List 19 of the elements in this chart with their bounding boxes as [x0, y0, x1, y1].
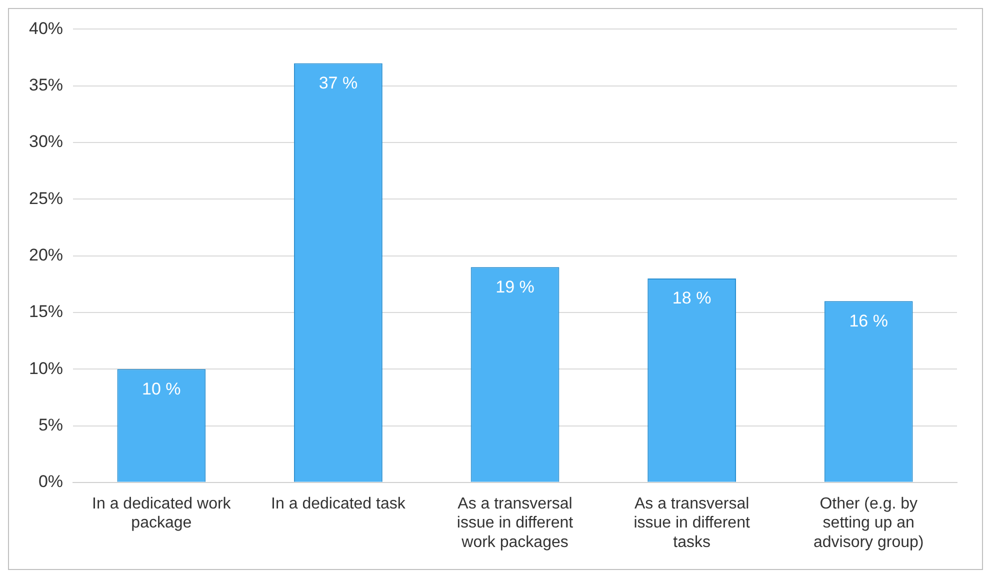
y-tick-label: 20%	[28, 245, 64, 264]
y-tick-label: 40%	[28, 18, 64, 38]
y-tick-label: 35%	[28, 76, 64, 95]
y-tick-label: 5%	[38, 415, 64, 434]
x-tick-label: Other (e.g. by setting up an advisory group)	[813, 495, 924, 551]
y-tick-label: 25%	[28, 188, 64, 208]
data-label: 16 %	[849, 311, 888, 330]
y-tick-label: 0%	[38, 472, 64, 492]
data-label: 18 %	[672, 288, 712, 308]
y-tick-label: 10%	[28, 358, 64, 378]
data-label: 10 %	[142, 379, 181, 398]
y-tick-label: 15%	[28, 302, 64, 322]
x-tick-label: In a dedicated work package	[92, 495, 232, 532]
x-tick-label: As a transversal issue in different tasks	[634, 495, 750, 551]
x-tick-label: As a transversal issue in different work packages	[456, 495, 574, 551]
y-tick-label: 30%	[28, 132, 64, 152]
x-tick-label: In a dedicated task	[271, 495, 406, 512]
data-label: 37 %	[318, 73, 358, 92]
data-label: 19 %	[496, 277, 534, 296]
